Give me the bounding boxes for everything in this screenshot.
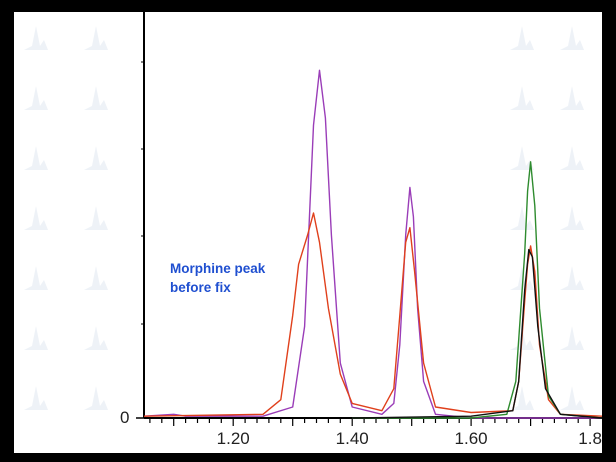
- watermark-peak: [510, 206, 534, 230]
- y-minor-ticks: [141, 61, 144, 325]
- x-tick-labels: 1.20 1.40 1.60 1.8: [217, 429, 602, 448]
- watermark-peak: [24, 86, 48, 110]
- watermark-peak: [84, 26, 108, 50]
- watermark-peak: [510, 146, 534, 170]
- x-tick-label-1: 1.40: [336, 429, 369, 448]
- watermark-peak: [510, 266, 534, 290]
- morphine-annotation: Morphine peak before fix: [170, 261, 266, 295]
- series-line-2: [352, 161, 602, 419]
- x-tick-label-2: 1.60: [455, 429, 488, 448]
- series-layer: [143, 69, 602, 419]
- watermark-peak: [560, 206, 584, 230]
- watermark-peak: [84, 326, 108, 350]
- watermark-peak: [560, 146, 584, 170]
- watermark-peak: [510, 26, 534, 50]
- x-tick-label-3: 1.8: [578, 429, 602, 448]
- watermark-peak: [24, 266, 48, 290]
- axes: 0: [120, 12, 602, 427]
- watermark-peak: [84, 146, 108, 170]
- watermark-peak: [24, 146, 48, 170]
- watermark-peak: [24, 386, 48, 410]
- watermark-pattern: [24, 26, 584, 410]
- watermark-peak: [84, 206, 108, 230]
- watermark-peak: [24, 26, 48, 50]
- series-line-1: [143, 212, 602, 417]
- chart-frame: 0 1.20 1.40 1.60 1.8 Morphine peak before f…: [14, 12, 602, 453]
- watermark-peak: [84, 86, 108, 110]
- watermark-peak: [510, 386, 534, 410]
- watermark-peak: [24, 206, 48, 230]
- watermark-peak: [560, 26, 584, 50]
- y-tick-label-0: 0: [120, 408, 129, 427]
- watermark-peak: [560, 266, 584, 290]
- chromatogram-plot: 0 1.20 1.40 1.60 1.8: [120, 12, 602, 448]
- watermark-peak: [84, 386, 108, 410]
- series-line-3: [352, 248, 602, 419]
- watermark-peak: [510, 86, 534, 110]
- watermark-peak: [560, 86, 584, 110]
- x-minor-ticks: [149, 418, 591, 426]
- watermark-peak: [560, 326, 584, 350]
- x-tick-label-0: 1.20: [217, 429, 250, 448]
- series-line-0: [143, 69, 602, 419]
- watermark-peak: [24, 326, 48, 350]
- watermark-peak: [560, 386, 584, 410]
- watermark-peak: [84, 266, 108, 290]
